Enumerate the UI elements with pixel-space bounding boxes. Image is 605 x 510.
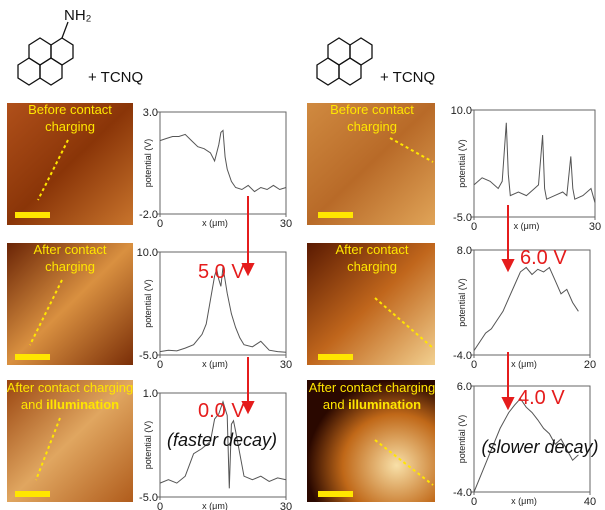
image-label-part: Before contact <box>330 102 414 117</box>
x-tick-label: 40 <box>584 496 596 508</box>
annotation-note: (slower decay) <box>481 437 598 457</box>
image-label-part: After contact charging <box>7 380 133 395</box>
y-tick-label: -4.0 <box>453 350 472 362</box>
image-label-part: After contact charging <box>309 380 435 395</box>
image-label-part: charging <box>45 119 95 134</box>
image-label-part: After contact <box>336 242 409 257</box>
x-axis-label: x (μm) <box>202 359 228 369</box>
x-tick-label: 0 <box>157 359 163 371</box>
y-axis-label: potential (V) <box>457 139 467 188</box>
image-label: and illumination <box>21 397 119 412</box>
y-tick-label: -4.0 <box>453 487 472 499</box>
image-label-part: and <box>323 397 348 412</box>
y-tick-label: 10.0 <box>451 105 472 117</box>
x-tick-label: 0 <box>157 218 163 230</box>
y-axis-label: potential (V) <box>143 421 153 470</box>
y-tick-label: -5.0 <box>139 492 158 504</box>
image-label: charging <box>45 259 95 274</box>
annotation: 6.0 V <box>520 247 567 269</box>
plot-frame <box>474 110 595 217</box>
y-axis-label: potential (V) <box>143 279 153 328</box>
x-tick-label: 0 <box>471 359 477 371</box>
molecule-pyrene <box>317 38 372 85</box>
x-tick-label: 30 <box>280 359 292 371</box>
image-label-part: illumination <box>348 397 421 412</box>
image-label: Before contact <box>330 102 414 117</box>
x-tick-label: 30 <box>280 218 292 230</box>
image-label-part: Before contact <box>28 102 112 117</box>
image-label: charging <box>347 119 397 134</box>
x-axis-label: x (μm) <box>511 359 537 369</box>
x-tick-label: 20 <box>584 359 596 371</box>
y-tick-label: 10.0 <box>137 247 158 259</box>
y-tick-label: -2.0 <box>139 209 158 221</box>
image-label: charging <box>347 259 397 274</box>
image-label-part: charging <box>347 119 397 134</box>
annotation: 5.0 V <box>198 261 245 283</box>
image-label: After contact charging <box>7 380 133 395</box>
x-tick-label: 0 <box>157 501 163 510</box>
image-label: Before contact <box>28 102 112 117</box>
y-axis-label: potential (V) <box>457 415 467 464</box>
partner-label: + TCNQ <box>88 69 143 86</box>
x-tick-label: 30 <box>589 221 601 233</box>
amine-group: NH₂ <box>64 7 92 24</box>
annotation-note: (faster decay) <box>167 430 277 450</box>
image-label-part: charging <box>45 259 95 274</box>
x-tick-label: 0 <box>471 496 477 508</box>
image-label-part: charging <box>347 259 397 274</box>
image-label: After contact charging <box>309 380 435 395</box>
y-axis-label: potential (V) <box>457 278 467 327</box>
x-axis-label: x (μm) <box>202 218 228 228</box>
image-label: and illumination <box>323 397 421 412</box>
x-tick-label: 30 <box>280 501 292 510</box>
x-axis-label: x (μm) <box>511 496 537 506</box>
x-tick-label: 0 <box>471 221 477 233</box>
x-axis-label: x (μm) <box>514 221 540 231</box>
image-label-part: and <box>21 397 46 412</box>
y-tick-label: 6.0 <box>457 381 472 393</box>
y-tick-label: -5.0 <box>453 212 472 224</box>
figure: NH₂ + TCNQ + TCNQ Before contact charging… <box>0 0 605 510</box>
image-label-part: illumination <box>46 397 119 412</box>
y-tick-label: 3.0 <box>143 107 158 119</box>
image-label: After contact <box>336 242 409 257</box>
y-tick-label: -5.0 <box>139 350 158 362</box>
molecule-aminopyrene <box>18 22 73 85</box>
image-label: charging <box>45 119 95 134</box>
annotation: 4.0 V <box>518 387 565 409</box>
y-axis-label: potential (V) <box>143 139 153 188</box>
plot-frame <box>160 112 286 214</box>
image-label-part: After contact <box>34 242 107 257</box>
partner-label: + TCNQ <box>380 69 435 86</box>
annotation: 0.0 V <box>198 400 245 422</box>
image-label: After contact <box>34 242 107 257</box>
x-axis-label: x (μm) <box>202 501 228 510</box>
y-tick-label: 1.0 <box>143 388 158 400</box>
y-tick-label: 8.0 <box>457 245 472 257</box>
